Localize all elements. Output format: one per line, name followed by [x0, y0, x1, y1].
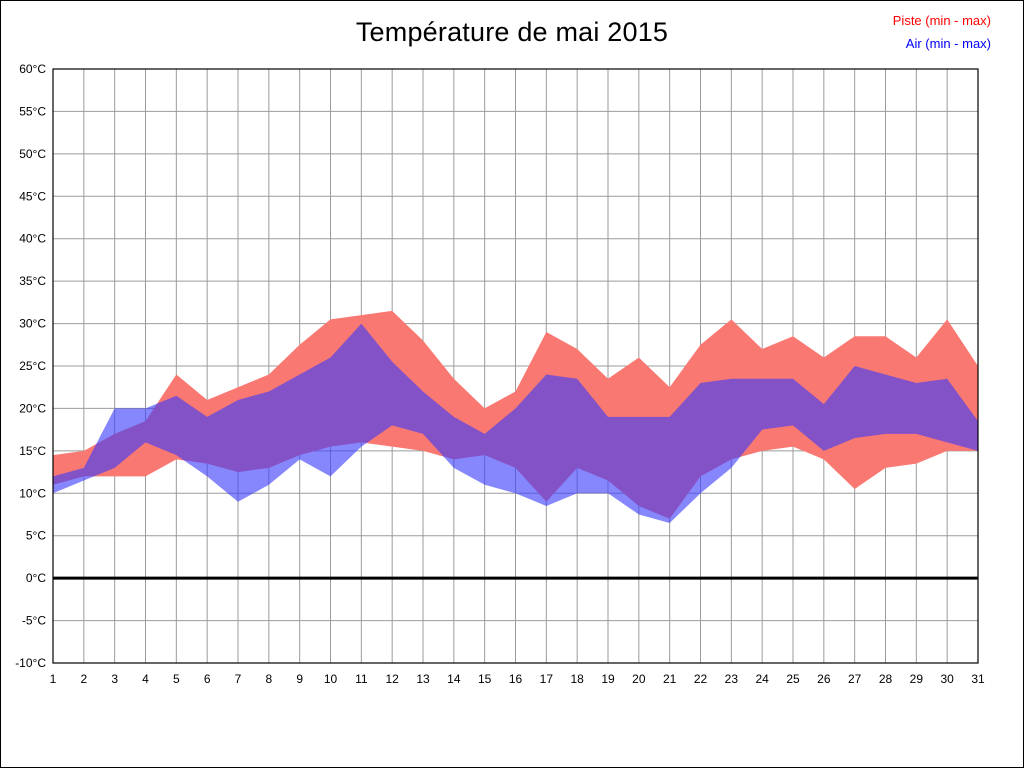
svg-text:-5°C: -5°C	[22, 614, 46, 628]
plot-border	[52, 68, 979, 664]
y-axis-labels: -10°C -5°C 0°C 5°C 10°C 15°C 20°C 25°C 30°C 35°C 4…	[15, 62, 46, 670]
svg-text:14: 14	[447, 672, 461, 686]
svg-text:16: 16	[509, 672, 523, 686]
svg-text:22: 22	[694, 672, 708, 686]
svg-text:10°C: 10°C	[19, 486, 46, 500]
svg-text:1: 1	[50, 672, 57, 686]
svg-text:35°C: 35°C	[19, 274, 46, 288]
svg-text:9: 9	[296, 672, 303, 686]
svg-text:10: 10	[324, 672, 338, 686]
svg-text:26: 26	[817, 672, 831, 686]
svg-text:29: 29	[910, 672, 924, 686]
svg-text:11: 11	[355, 672, 368, 686]
svg-text:19: 19	[601, 672, 615, 686]
chart-title: Température de mai 2015	[355, 17, 669, 47]
svg-text:15: 15	[478, 672, 492, 686]
svg-text:0°C: 0°C	[26, 571, 46, 585]
svg-text:60°C: 60°C	[19, 62, 46, 76]
svg-text:8: 8	[265, 672, 272, 686]
svg-text:21: 21	[663, 672, 677, 686]
svg-text:40°C: 40°C	[19, 232, 46, 246]
air-band	[53, 323, 978, 523]
svg-text:7: 7	[235, 672, 242, 686]
svg-text:20°C: 20°C	[19, 401, 46, 415]
svg-text:18: 18	[570, 672, 584, 686]
svg-text:45°C: 45°C	[19, 189, 46, 203]
svg-text:30°C: 30°C	[19, 317, 46, 331]
svg-text:30: 30	[940, 672, 954, 686]
svg-text:24: 24	[755, 672, 769, 686]
svg-text:17: 17	[540, 672, 554, 686]
x-axis-labels: 1 2 3 4 5 6 7 8 9 10 11 12 13 14 15 16 17 18 19 20 21 22 23 24 2…	[50, 672, 985, 686]
svg-text:13: 13	[416, 672, 430, 686]
svg-text:31: 31	[971, 672, 985, 686]
svg-text:28: 28	[879, 672, 893, 686]
legend-piste-label: Piste (min - max)	[892, 13, 991, 28]
svg-text:3: 3	[111, 672, 118, 686]
svg-text:23: 23	[725, 672, 739, 686]
svg-text:-10°C: -10°C	[15, 656, 46, 670]
svg-text:5: 5	[173, 672, 180, 686]
legend: Piste (min - max) Air (min - max)	[893, 9, 991, 55]
svg-text:25: 25	[786, 672, 800, 686]
svg-text:12: 12	[385, 672, 399, 686]
svg-text:4: 4	[142, 672, 149, 686]
svg-text:50°C: 50°C	[19, 147, 46, 161]
svg-text:20: 20	[632, 672, 646, 686]
svg-text:6: 6	[204, 672, 211, 686]
svg-text:2: 2	[80, 672, 87, 686]
svg-text:55°C: 55°C	[19, 104, 46, 118]
svg-text:15°C: 15°C	[19, 444, 46, 458]
legend-air-label: Air (min - max)	[905, 36, 991, 51]
svg-text:5°C: 5°C	[26, 529, 46, 543]
svg-text:27: 27	[848, 672, 862, 686]
svg-text:25°C: 25°C	[19, 359, 46, 373]
